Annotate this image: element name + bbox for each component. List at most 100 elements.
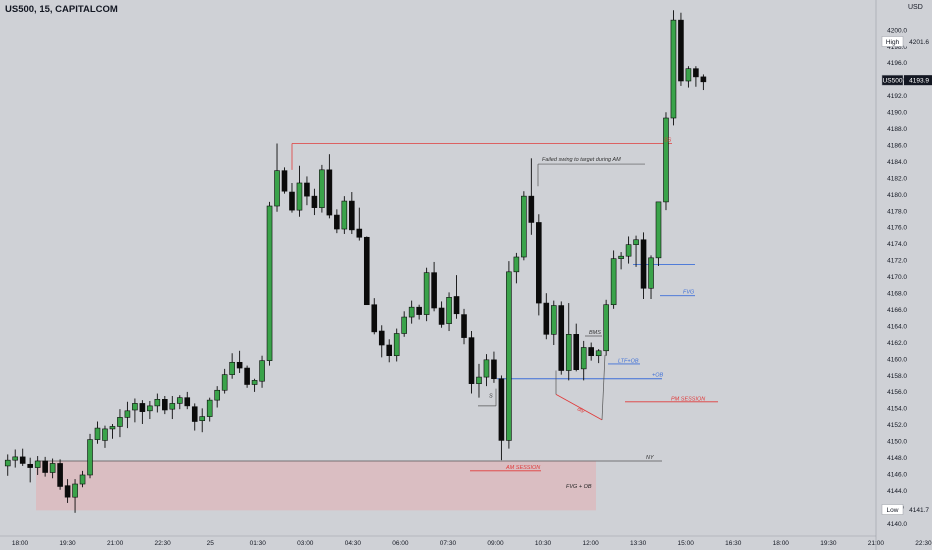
candle-79: [595, 349, 602, 364]
high-value-bg: [904, 36, 932, 47]
candle-body: [461, 314, 467, 338]
candle-29: [221, 368, 228, 394]
divergence-connector: [601, 354, 606, 420]
y-tick-label: 4200.0: [887, 27, 907, 34]
x-tick-label: 07:30: [440, 540, 457, 547]
bms-label: BMS: [589, 330, 601, 336]
ltf-ob-label: LTF+OB: [618, 358, 639, 364]
candle-body: [700, 76, 707, 83]
y-tick-label: 4188.0: [887, 126, 907, 133]
y-tick-label: 4162.0: [887, 340, 907, 347]
candle-73: [550, 300, 557, 346]
high-box: High 4201.6: [881, 36, 932, 47]
candle-body: [251, 380, 258, 385]
candle-43: [326, 154, 333, 219]
candle-5: [42, 456, 48, 477]
candle-body: [139, 403, 146, 412]
candle-39: [296, 165, 303, 217]
candles-layer: [4, 10, 707, 513]
candle-body: [468, 337, 475, 384]
x-tick-label: 21:00: [107, 540, 124, 547]
x-tick-label: 21:00: [868, 540, 885, 547]
candle-body: [423, 272, 430, 315]
candle-76: [573, 323, 580, 372]
candle-48: [363, 236, 370, 306]
x-tick-label: 19:30: [59, 540, 76, 547]
candle-body: [685, 68, 692, 82]
candle-body: [438, 307, 445, 325]
candle-52: [393, 328, 400, 362]
candle-8: [64, 479, 71, 503]
am-session-label: AM SESSION: [505, 465, 540, 471]
candle-body: [341, 200, 348, 230]
candle-71: [536, 214, 542, 316]
candle-body: [319, 169, 325, 208]
y-tick-label: 4166.0: [887, 307, 907, 314]
candle-body: [191, 406, 198, 422]
x-tick-label: 12:00: [582, 540, 599, 547]
candle-35: [266, 201, 273, 366]
candle-58: [438, 301, 445, 328]
x-tick-label: 09:00: [487, 540, 504, 547]
candle-17: [132, 398, 138, 423]
candle-body: [132, 403, 138, 411]
y-tick-label: 4140.0: [887, 521, 907, 528]
candle-body: [117, 417, 123, 427]
candle-body: [573, 334, 580, 370]
candle-body: [521, 195, 527, 258]
candle-body: [229, 361, 235, 375]
candle-59: [446, 292, 452, 332]
candle-18: [139, 400, 146, 424]
candle-body: [513, 256, 520, 273]
candle-11: [87, 433, 93, 479]
candle-28: [214, 386, 220, 408]
candle-body: [453, 296, 460, 315]
candle-87: [655, 201, 662, 267]
candle-27: [206, 397, 213, 422]
candle-68: [513, 252, 520, 284]
candle-72: [543, 293, 550, 340]
y-tick-label: 4178.0: [887, 208, 907, 215]
y-tick-label: 4170.0: [887, 274, 907, 281]
current-value: 4193.9: [909, 77, 929, 84]
candle-81: [610, 250, 617, 309]
candle-body: [610, 258, 617, 306]
ss-small-label: S: [489, 394, 493, 400]
candle-65: [491, 351, 497, 383]
y-tick-label: 4190.0: [887, 110, 907, 117]
candle-13: [102, 425, 108, 448]
candle-body: [506, 271, 512, 441]
fvg-ob-zone: [36, 460, 596, 511]
candle-24: [184, 391, 191, 410]
candle-30: [229, 353, 235, 379]
ny-label: NY: [646, 455, 654, 461]
candle-89: [670, 10, 677, 126]
y-tick-label: 4148.0: [887, 455, 907, 462]
candle-78: [588, 342, 594, 361]
candle-67: [506, 261, 512, 449]
current-box: US500 4193.9: [881, 74, 932, 86]
candle-body: [431, 272, 437, 309]
candle-20: [154, 393, 161, 413]
x-tick-label: 04:30: [345, 540, 362, 547]
x-tick-label: 06:00: [392, 540, 409, 547]
pm-session-label: PM SESSION: [671, 396, 705, 402]
x-tick-label: 03:00: [297, 540, 314, 547]
y-tick-label: 4182.0: [887, 175, 907, 182]
candle-body: [633, 239, 639, 245]
candle-body: [640, 239, 647, 289]
candle-body: [483, 359, 490, 378]
candle-body: [94, 427, 101, 440]
candle-body: [236, 361, 243, 369]
candle-51: [386, 339, 393, 363]
candle-49: [371, 298, 378, 335]
candle-body: [603, 304, 609, 352]
x-tick-label: 01:30: [250, 540, 267, 547]
candle-body: [221, 374, 228, 391]
candle-body: [27, 463, 33, 468]
candle-body: [169, 403, 176, 410]
candle-body: [162, 399, 168, 411]
candle-70: [528, 158, 535, 235]
